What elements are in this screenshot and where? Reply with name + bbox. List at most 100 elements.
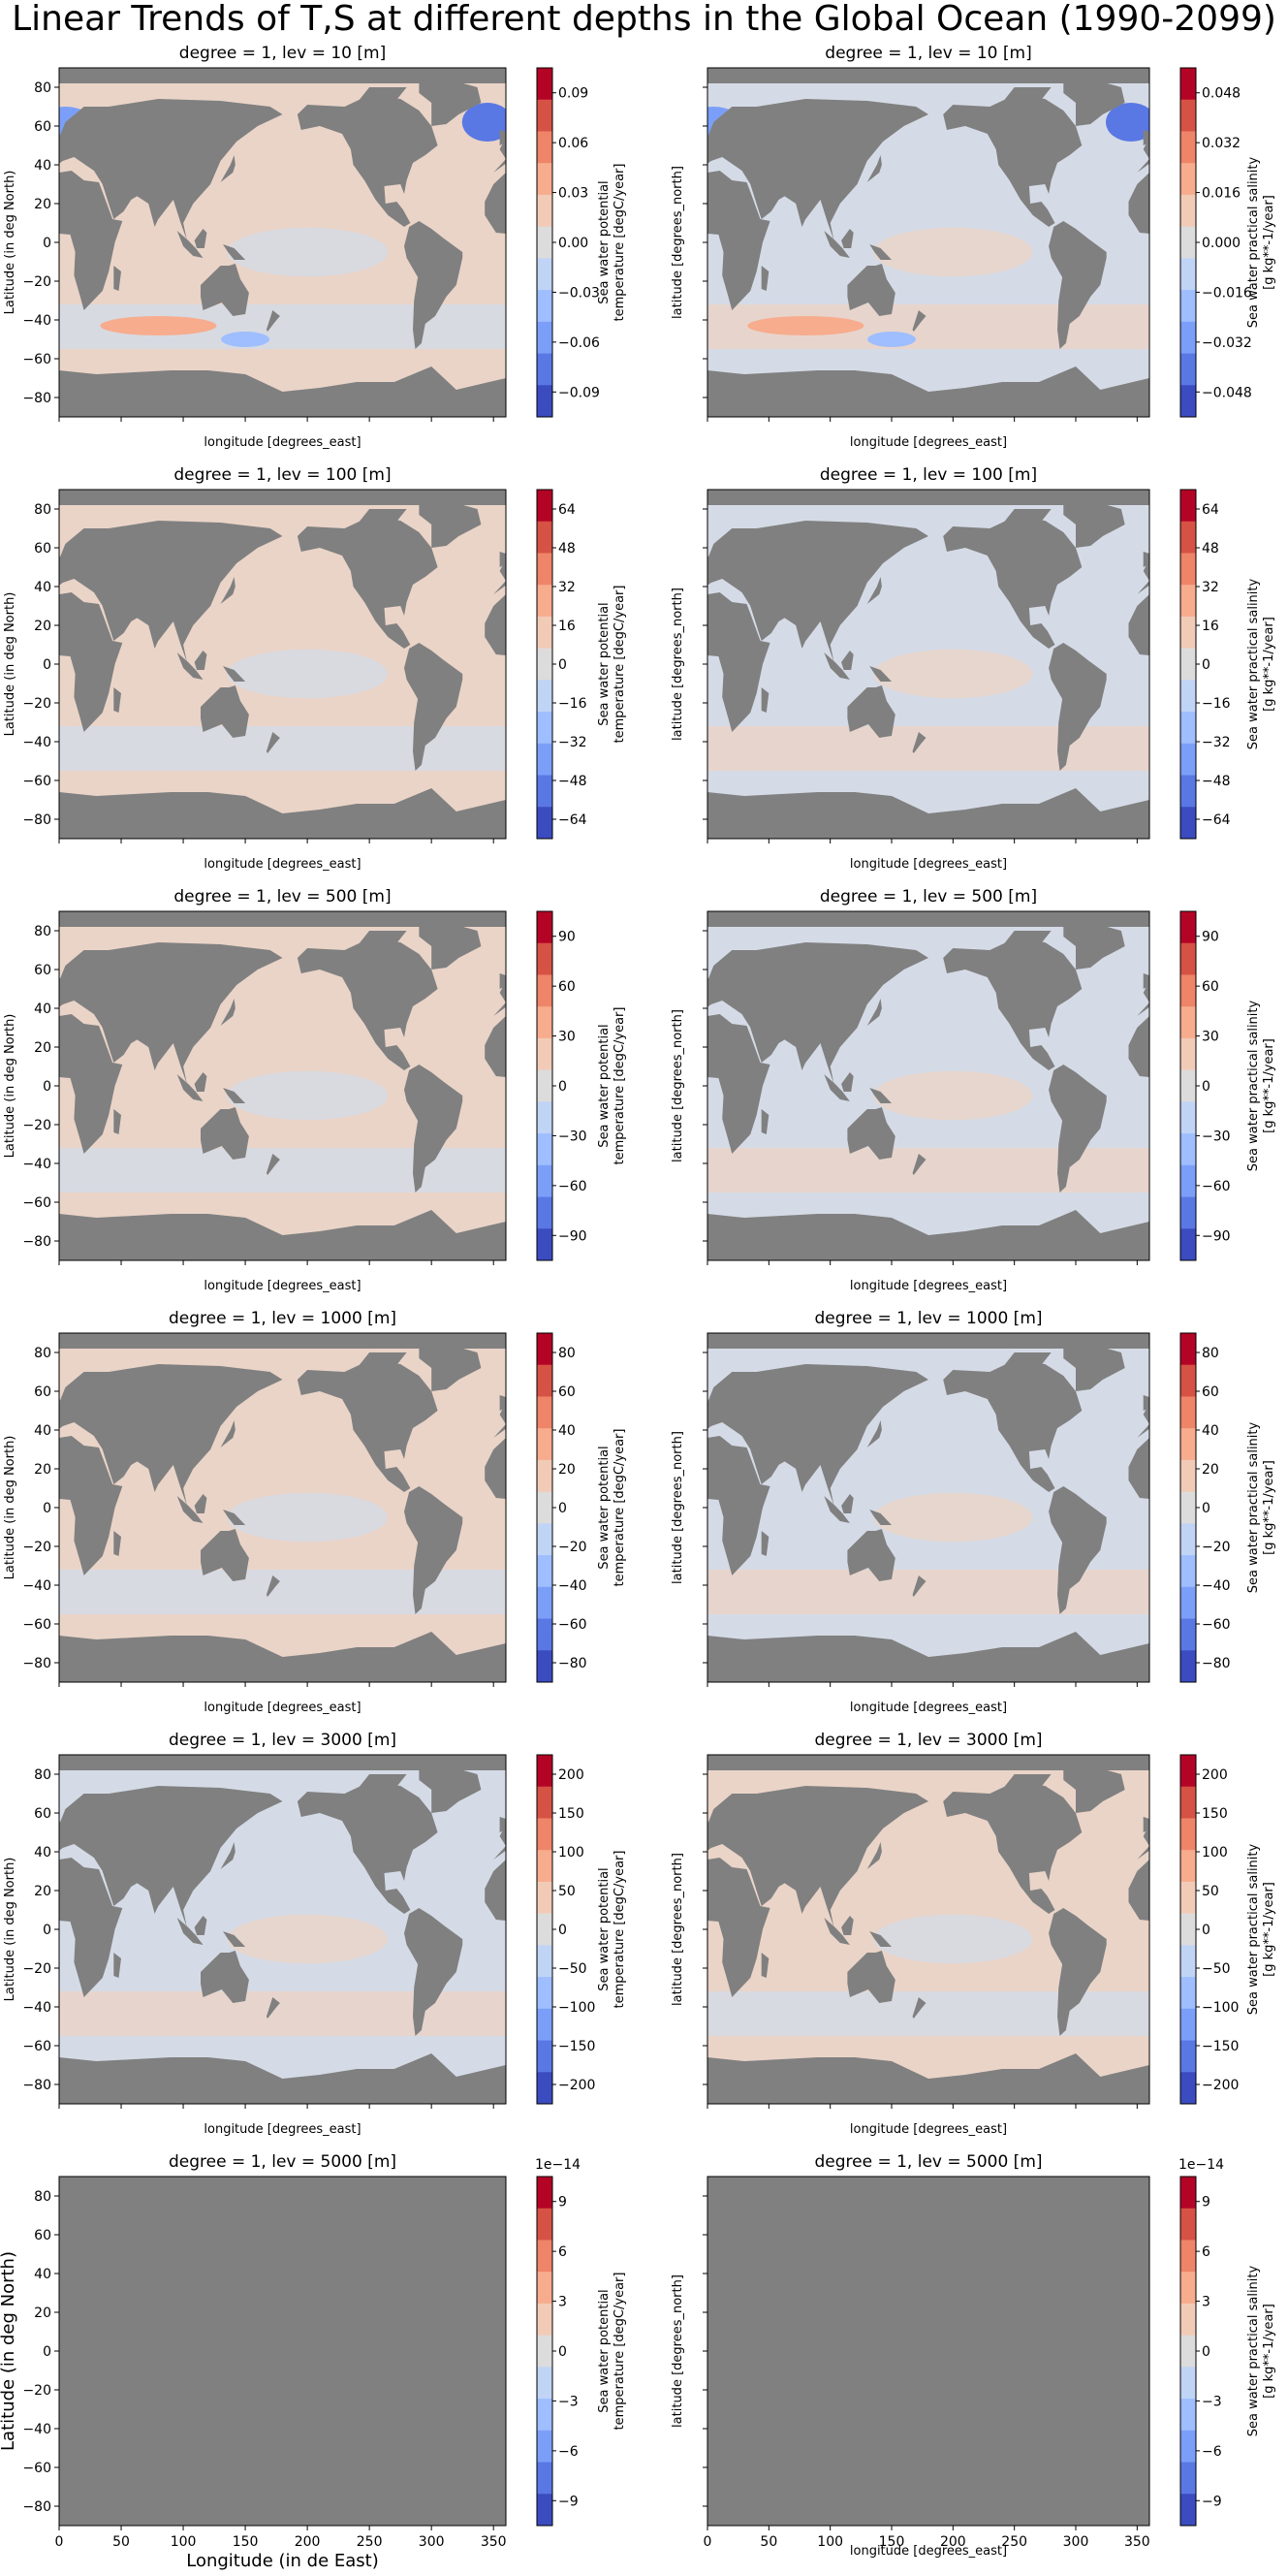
landmass — [194, 1072, 207, 1092]
colorbar-band — [537, 1428, 552, 1461]
landmass — [847, 1951, 895, 2003]
landmass — [707, 68, 1149, 83]
colorbar-band — [537, 1786, 552, 1819]
colorbar-band — [1180, 353, 1196, 386]
colorbar-band — [1180, 2072, 1196, 2105]
colorbar-tick-label: −20 — [558, 1540, 587, 1555]
x-tick-label: 150 — [879, 2534, 905, 2550]
colorbar-band — [1180, 1196, 1196, 1229]
landmass — [176, 231, 204, 258]
map-area — [707, 2177, 1149, 2526]
trend-extreme — [100, 316, 217, 335]
colorbar-band — [1180, 1333, 1196, 1366]
colorbar-label: Sea water practical salinity — [1246, 156, 1261, 328]
landmass — [499, 130, 506, 145]
y-tick-label: 0 — [43, 1079, 51, 1095]
landmass — [1049, 1486, 1107, 1614]
landmass — [841, 1494, 854, 1513]
colorbar-band — [537, 131, 552, 164]
x-tick-label: 250 — [357, 2534, 383, 2550]
landmass — [59, 1632, 506, 1682]
colorbar-band — [537, 258, 552, 291]
landmass — [1283, 1494, 1288, 1513]
colorbar-band — [1180, 385, 1196, 418]
landmass — [847, 264, 895, 316]
colorbar-band — [537, 1881, 552, 1915]
colorbar-band — [1180, 648, 1196, 681]
landmass — [266, 1997, 280, 2019]
landmass — [266, 732, 280, 753]
y-tick-label: −80 — [22, 1656, 51, 1671]
landmass — [59, 592, 123, 732]
colorbar-band — [1180, 2462, 1196, 2495]
landmass — [1063, 925, 1125, 970]
colorbar-band — [537, 2177, 552, 2210]
landmass — [847, 1107, 895, 1160]
landmass — [1283, 1916, 1288, 1935]
colorbar-tick-label: 0 — [558, 1501, 567, 1516]
y-tick-label: 60 — [34, 1806, 51, 1822]
colorbar-label: [g kg**-1/year] — [1262, 2304, 1276, 2399]
trend-band — [707, 1148, 1149, 1193]
colorbar-tick-label: 60 — [1202, 1384, 1219, 1400]
landmass — [297, 938, 438, 1070]
x-axis-label: longitude [degrees_east] — [204, 1701, 361, 1715]
colorbar-tick-label: 0 — [558, 2344, 567, 2360]
landmass — [707, 490, 1149, 505]
y-tick-label: 20 — [34, 197, 51, 212]
colorbar-tick-label: −0.03 — [558, 285, 600, 301]
landmass — [912, 1575, 927, 1597]
colorbar-band — [1180, 1396, 1196, 1429]
landmass — [847, 685, 895, 738]
colorbar-band — [1180, 290, 1196, 323]
trend-extreme — [461, 103, 506, 142]
landmass — [59, 1436, 123, 1575]
colorbar-band — [537, 1069, 552, 1102]
y-tick-label: −40 — [22, 735, 51, 750]
y-tick-label: −80 — [22, 391, 51, 406]
landmass — [841, 229, 854, 248]
chart-panel-5-2: degree = 1, lev = 3000 [m] longitude [deg… — [671, 1731, 1288, 2137]
landmass — [824, 1918, 850, 1945]
colorbar-label: Sea water practical salinity — [1246, 2265, 1261, 2436]
colorbar-band — [1180, 1037, 1196, 1071]
landmass — [404, 643, 463, 771]
colorbar-band — [1180, 1977, 1196, 2010]
colorbar-tick-label: −40 — [1202, 1578, 1231, 1594]
colorbar-tick-label: 20 — [1202, 1462, 1219, 1478]
landmass — [419, 1347, 482, 1391]
y-tick-label: −80 — [22, 812, 51, 828]
x-tick-label: 300 — [1063, 2534, 1089, 2550]
trend-band — [707, 726, 1149, 771]
colorbar-tick-label: 48 — [558, 541, 576, 557]
colorbar-tick-label: 200 — [1202, 1767, 1228, 1783]
colorbar-band — [1180, 2008, 1196, 2042]
colorbar-label: temperature [degC/year] — [613, 164, 627, 322]
panel-title: degree = 1, lev = 500 [m] — [820, 887, 1037, 906]
colorbar-band — [537, 2430, 552, 2464]
landmass — [113, 687, 121, 713]
colorbar-tick-label: 6 — [558, 2244, 567, 2260]
panel-title: degree = 1, lev = 10 [m] — [179, 44, 386, 63]
colorbar-band — [537, 1196, 552, 1229]
colorbar-tick-label: −9 — [558, 2494, 579, 2509]
colorbar-tick-label: −100 — [1202, 2000, 1239, 2016]
x-axis-label: longitude [degrees_east] — [850, 2544, 1007, 2559]
colorbar-tick-label: −80 — [1202, 1656, 1231, 1671]
colorbar-band — [1180, 131, 1196, 164]
landmass — [1049, 643, 1107, 771]
landmass — [1143, 552, 1149, 567]
colorbar-band — [537, 1818, 552, 1851]
colorbar-band — [1180, 1945, 1196, 1978]
landmass — [707, 1333, 1149, 1349]
landmass — [176, 1918, 204, 1945]
panel-title: degree = 1, lev = 500 [m] — [173, 887, 391, 906]
landmass — [59, 975, 62, 987]
colorbar-band — [537, 1977, 552, 2010]
landmass — [750, 1871, 821, 1914]
chart-panel-1-2: degree = 1, lev = 10 [m] longitude [degre… — [671, 44, 1276, 450]
landmass — [499, 552, 506, 567]
landmass — [642, 1494, 654, 1513]
landmass — [201, 1107, 249, 1160]
colorbar-tick-label: −90 — [558, 1228, 587, 1244]
